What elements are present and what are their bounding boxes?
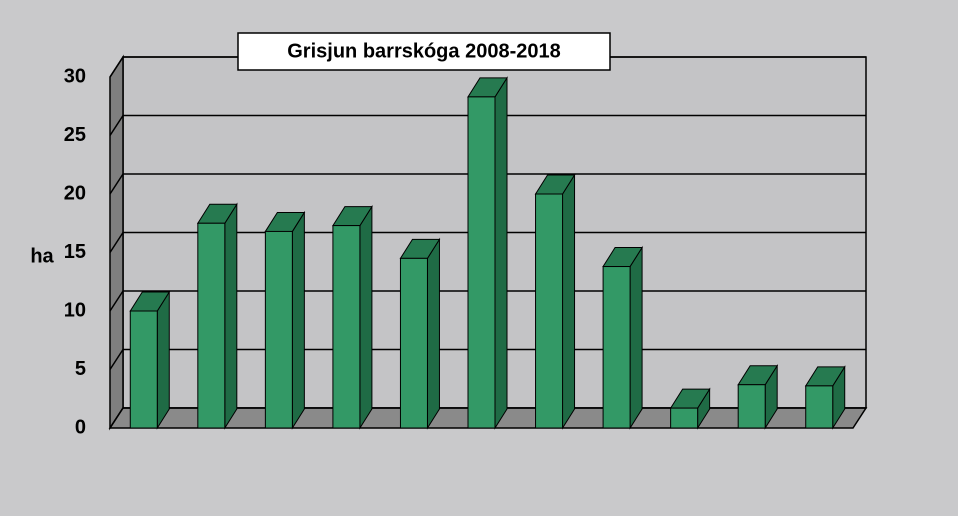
y-tick-label: 25	[64, 124, 86, 146]
bar-side	[494, 76, 508, 430]
bars	[129, 76, 846, 430]
bar-front	[602, 266, 631, 429]
title-box	[237, 32, 611, 71]
y-tick-label: 30	[64, 65, 86, 87]
side-grid-line	[109, 173, 124, 195]
side-grid-line	[109, 349, 124, 370]
bar-front	[399, 257, 428, 429]
side-grid-line	[109, 232, 124, 253]
side-grid-line	[109, 290, 124, 312]
bar-front	[129, 310, 158, 429]
bar-side	[426, 237, 440, 430]
bar-side	[562, 173, 576, 430]
bar	[264, 210, 306, 430]
y-tick-label: 5	[75, 358, 86, 380]
bar	[129, 290, 171, 430]
bar-side	[629, 245, 643, 430]
side-grid-line	[109, 115, 124, 136]
bar	[196, 202, 238, 430]
bar-front	[670, 407, 699, 429]
chart-title: Grisjun barrskóga 2008-2018	[287, 40, 560, 62]
side-grid-line	[109, 56, 124, 78]
y-tick-label: 10	[64, 299, 86, 321]
bar	[602, 245, 643, 430]
side-grid-line	[109, 407, 124, 429]
bar	[737, 363, 779, 430]
y-tick-label: 0	[75, 416, 86, 438]
bar	[399, 237, 441, 430]
bar-side	[224, 202, 238, 430]
bar-front	[805, 385, 834, 429]
bar-front	[264, 230, 293, 429]
bar-front	[467, 96, 496, 429]
bar-side	[359, 204, 373, 430]
y-tick-label: 20	[64, 182, 86, 204]
bar-side	[291, 210, 305, 430]
y-tick-label: 15	[64, 241, 86, 263]
bar-front	[197, 222, 226, 429]
bar	[332, 204, 373, 430]
bar	[669, 387, 711, 430]
bar	[467, 76, 508, 430]
bar	[804, 365, 846, 430]
bar-front	[332, 225, 361, 429]
bar-front	[535, 193, 564, 429]
bar-front	[737, 384, 766, 429]
bar	[534, 173, 576, 430]
bar-side	[156, 290, 170, 430]
y-axis-label: ha	[30, 245, 54, 267]
